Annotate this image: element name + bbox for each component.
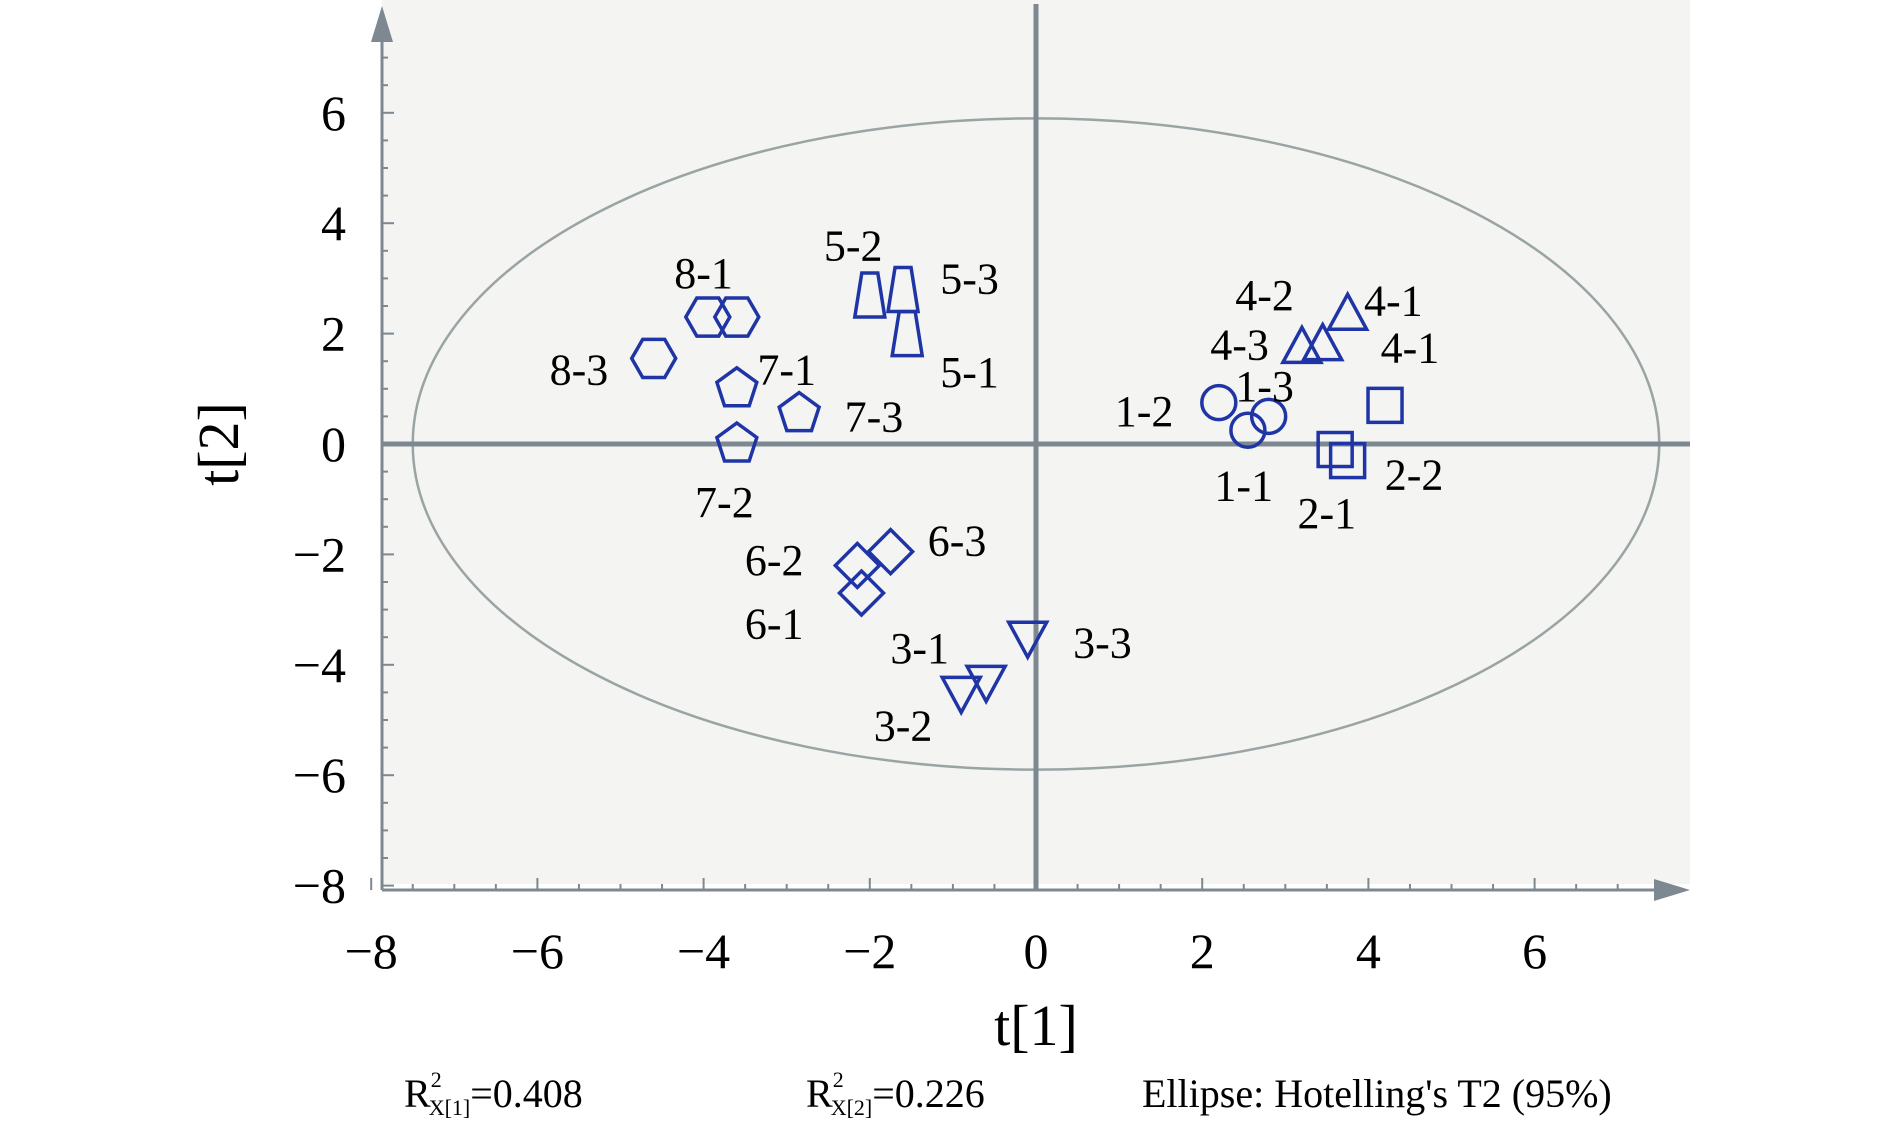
ellipse-note: Ellipse: Hotelling's T2 (95%): [1142, 1071, 1612, 1116]
point-label-6-2: 6-2: [745, 536, 804, 585]
marker-square-2-2: [1316, 430, 1354, 469]
r2-x1-subscript: X[1]: [428, 1095, 471, 1120]
point-label-7-3: 7-3: [845, 392, 904, 441]
y-axis-title: t[2]: [186, 402, 251, 486]
point-label-3-3: 3-3: [1073, 619, 1132, 668]
y-tick-label: 2: [321, 306, 346, 362]
y-tick-label: 4: [321, 195, 346, 251]
point-label-4-1: 4-1: [1364, 276, 1423, 325]
y-tick-label: −2: [293, 526, 346, 582]
marker-hexagon-8-2: [712, 296, 761, 338]
point-label-5-3: 5-3: [940, 254, 999, 303]
marker-triangle-up-4-1: [1325, 290, 1370, 332]
x-tick-label: 4: [1356, 923, 1381, 979]
point-label-6-1: 6-1: [745, 599, 804, 648]
x-tick-label: −2: [843, 923, 896, 979]
r2-x2-subscript: X[2]: [830, 1095, 873, 1120]
marker-diamond-6-2: [832, 540, 882, 590]
point-label-5-2: 5-2: [824, 221, 883, 270]
marker-diamond-6-3: [866, 527, 916, 577]
point-labels: 1-1 1-2 1-3 2-1 2-2 3-1 3-2 3-3 4-14-1 4-24-3 5-1 5…: [550, 221, 1444, 750]
marker-triangle-up-4-3: [1279, 323, 1324, 365]
point-label-4-2: 4-2: [1235, 271, 1294, 320]
point-label-1-3: 1-3: [1235, 362, 1294, 411]
marker-circle-1-1: [1229, 411, 1267, 449]
marker-pentagon-7-3: [777, 390, 822, 433]
point-label-2-2: 2-2: [1385, 450, 1444, 499]
marker-pentagon-7-2: [714, 420, 759, 463]
x-tick-label: −8: [345, 923, 398, 979]
y-tick-label: −6: [293, 747, 346, 803]
r2-x2-annotation: R2 X[2]=0.226: [806, 1067, 985, 1120]
x-axis-title: t[1]: [994, 993, 1078, 1058]
x-tick-label: 0: [1024, 923, 1049, 979]
point-label-6-3: 6-3: [928, 517, 987, 566]
ticks: −8 −6 −4 −2 0 2 4 6 −8 −6 −4 −2 0 2 4 6: [293, 29, 1619, 979]
y-tick-label: −4: [293, 637, 346, 693]
x-tick-label: 2: [1190, 923, 1215, 979]
marker-square-4-1: [1366, 386, 1404, 425]
point-label-5-1: 5-1: [940, 348, 999, 397]
r2-x2-value: =0.226: [872, 1071, 985, 1116]
point-label-4-3: 4-3: [1210, 321, 1269, 370]
point-label-7-1: 7-1: [757, 345, 816, 394]
point-label-2-1: 2-1: [1298, 489, 1357, 538]
point-label-7-2: 7-2: [695, 478, 754, 527]
r2-x2-superscript: 2: [832, 1067, 844, 1092]
point-label-8-1: 8-1: [674, 249, 733, 298]
marker-hexagon-8-1: [683, 296, 732, 338]
x-tick-label: −6: [511, 923, 564, 979]
r2-x2-symbol: R: [806, 1071, 833, 1116]
marker-circle-1-2: [1200, 383, 1238, 422]
x-axis-arrow: [1654, 879, 1690, 901]
marker-square-2-1: [1328, 441, 1367, 480]
point-label-3-2: 3-2: [874, 702, 933, 751]
data-points: [629, 265, 1404, 717]
r2-x1-value: =0.408: [470, 1071, 583, 1116]
point-label-1-1: 1-1: [1214, 461, 1273, 510]
r2-x1-superscript: 2: [430, 1067, 442, 1092]
y-axis-arrow: [371, 6, 393, 42]
r2-x1-symbol: R: [404, 1071, 431, 1116]
marker-triangle-up-4-2: [1300, 320, 1345, 362]
y-tick-label: 0: [321, 416, 346, 472]
marker-trapezoid-5-3: [885, 265, 921, 314]
point-label-4-1: 4-1: [1381, 323, 1440, 372]
marker-hexagon-8-3: [629, 337, 678, 380]
point-label-1-2: 1-2: [1115, 387, 1174, 436]
marker-circle-1-3: [1249, 397, 1288, 436]
y-tick-label: 6: [321, 85, 346, 141]
point-label-8-3: 8-3: [550, 345, 609, 394]
x-tick-label: −4: [677, 923, 730, 979]
x-tick-label: 6: [1522, 923, 1547, 979]
point-label-3-1: 3-1: [890, 624, 949, 673]
marker-diamond-6-1: [837, 568, 886, 618]
y-tick-label: −8: [293, 858, 346, 914]
marker-trapezoid-5-2: [852, 271, 887, 319]
marker-triangle-down-3-2: [939, 675, 984, 717]
r2-x1-annotation: R2 X[1]=0.408: [404, 1067, 583, 1120]
marker-pentagon-7-1: [714, 365, 759, 408]
marker-triangle-down-3-3: [1005, 620, 1050, 661]
